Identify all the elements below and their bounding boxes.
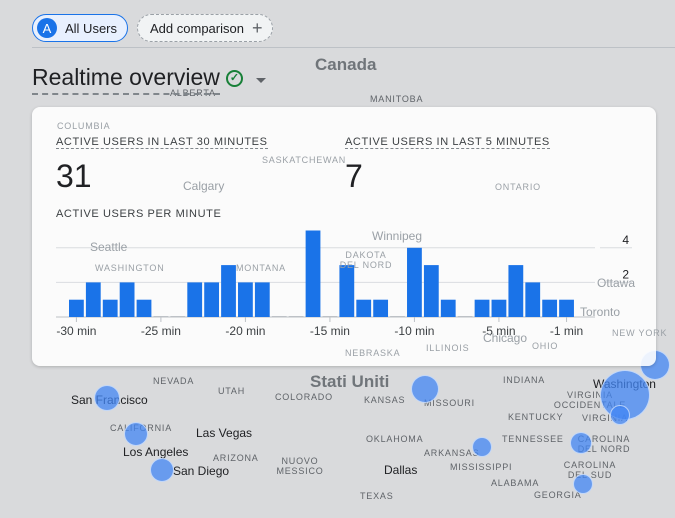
all-users-chip[interactable]: A All Users <box>32 14 129 42</box>
bar <box>542 299 558 317</box>
bar <box>322 316 338 317</box>
region-label: VIRGINIA <box>582 413 628 423</box>
divider <box>32 47 675 48</box>
bar <box>187 282 203 317</box>
bar <box>254 282 270 317</box>
x-tick-label: -25 min <box>141 324 181 338</box>
region-label: TEXAS <box>360 491 394 501</box>
segment-label: All Users <box>65 20 118 36</box>
bar <box>491 299 507 317</box>
user-location-dot[interactable] <box>124 422 148 446</box>
bar <box>102 299 118 317</box>
user-location-dot[interactable] <box>150 458 174 482</box>
page-title[interactable]: Realtime overview <box>32 64 220 95</box>
x-tick-label: -30 min <box>56 324 96 338</box>
bar <box>221 265 236 317</box>
region-label: INDIANA <box>503 375 546 385</box>
y-tick-label: 4 <box>622 233 629 247</box>
bar <box>373 299 389 317</box>
bar <box>238 282 253 317</box>
metric-value-30min: 31 <box>56 158 92 194</box>
region-label: NEVADA <box>153 376 195 386</box>
region-label: MANITOBA <box>370 94 424 104</box>
bar <box>69 299 84 317</box>
bar <box>440 299 456 317</box>
region-label: TENNESSEE <box>502 434 564 444</box>
bar <box>204 282 220 317</box>
x-tick-label: -10 min <box>394 324 434 338</box>
bar <box>288 316 304 317</box>
city-label: Las Vegas <box>196 426 253 440</box>
region-label: COLORADO <box>275 392 333 402</box>
region-label: KENTUCKY <box>508 412 564 422</box>
y-tick-label: 2 <box>622 267 629 281</box>
region-label: ARKANSAS <box>424 448 480 458</box>
add-comparison-label: Add comparison <box>150 20 244 36</box>
plus-icon: + <box>251 17 263 38</box>
bar <box>153 316 169 317</box>
x-tick-label: -5 min <box>482 324 515 338</box>
city-label: Dallas <box>384 463 418 477</box>
region-label: CAROLINA DEL NORD <box>577 434 631 454</box>
x-tick-label: -15 min <box>310 324 350 338</box>
add-comparison-button[interactable]: Add comparison + <box>137 14 274 42</box>
x-tick-label: -1 min <box>550 324 583 338</box>
bar <box>271 316 287 317</box>
active-users-chart: 4 2 -30 min -25 min -20 min -15 min -10 min -5 … <box>56 230 632 338</box>
user-location-dot[interactable] <box>411 375 439 403</box>
bar <box>119 282 135 317</box>
region-label: MISSOURI <box>424 398 475 408</box>
bar <box>457 316 473 317</box>
city-label: San Diego <box>173 464 230 478</box>
user-location-dot[interactable] <box>570 432 592 454</box>
bar <box>170 316 186 317</box>
region-label: ALABAMA <box>491 478 540 488</box>
user-location-dot[interactable] <box>472 437 492 457</box>
bar <box>525 282 541 317</box>
dropdown-caret-icon[interactable] <box>256 78 266 88</box>
city-label: Los Angeles <box>123 445 189 459</box>
region-label: GEORGIA <box>534 490 582 500</box>
bar <box>356 299 372 317</box>
metric-label-30min[interactable]: ACTIVE USERS IN LAST 30 MINUTES <box>56 136 268 149</box>
bar <box>136 299 152 317</box>
metric-label-5min[interactable]: ACTIVE USERS IN LAST 5 MINUTES <box>345 136 550 149</box>
country-label: Canada <box>315 55 377 74</box>
bar <box>85 282 101 317</box>
segment-avatar: A <box>37 18 57 38</box>
bar <box>474 299 490 317</box>
region-label: OKLAHOMA <box>366 434 424 444</box>
region-label: VIRGINIA OCCIDENTALE <box>553 390 627 410</box>
region-label: ARIZONA <box>213 453 259 463</box>
metric-value-5min: 7 <box>345 158 363 194</box>
user-location-dot[interactable] <box>94 385 120 411</box>
country-label: Stati Uniti <box>310 372 390 391</box>
bar <box>339 265 355 317</box>
realtime-card: ACTIVE USERS IN LAST 30 MINUTES 31 ACTIV… <box>32 107 656 366</box>
comparison-bar: A All Users Add comparison + <box>32 14 274 42</box>
region-label: MISSISSIPPI <box>450 462 513 472</box>
bar <box>390 316 405 317</box>
check-circle-icon: ✓ <box>226 70 243 87</box>
bar <box>559 299 574 317</box>
bar <box>407 247 422 317</box>
region-label: NUOVO MESSICO <box>276 456 324 476</box>
region-label: CAROLINA DEL SUD <box>563 460 617 480</box>
region-label: UTAH <box>218 386 246 396</box>
bar <box>508 265 524 317</box>
region-label: KANSAS <box>364 395 406 405</box>
bar <box>423 265 439 317</box>
user-location-dot[interactable] <box>573 474 593 494</box>
x-tick-label: -20 min <box>225 324 265 338</box>
bar <box>305 230 321 317</box>
user-location-dot[interactable] <box>610 405 630 425</box>
chart-title: ACTIVE USERS PER MINUTE <box>56 208 222 220</box>
